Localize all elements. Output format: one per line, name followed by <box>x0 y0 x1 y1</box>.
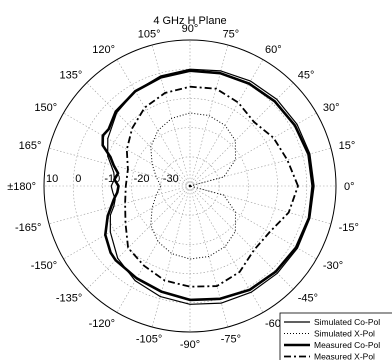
series-line-4 <box>124 85 299 288</box>
angle-tick-label: -75° <box>221 334 241 346</box>
outer-ring <box>43 39 337 333</box>
angle-tick-label: -135° <box>56 293 82 305</box>
angle-tick-label: -90° <box>180 339 200 351</box>
angle-tick-label: 120° <box>92 44 115 56</box>
angle-tick-label: 105° <box>138 28 161 40</box>
legend-label: Simulated Co-Pol <box>314 317 380 327</box>
angle-tick-label: 0° <box>344 181 355 193</box>
radial-tick-label: 10 <box>46 173 58 185</box>
angle-tick-label: 60° <box>265 44 282 56</box>
angle-tick-label: 150° <box>34 102 57 114</box>
angle-tick-label: 135° <box>60 69 83 81</box>
grid-spoke <box>86 185 191 290</box>
series-line-3 <box>101 69 314 302</box>
series-line-2 <box>150 112 236 260</box>
grid-spoke <box>116 185 191 313</box>
grid-spoke <box>189 185 294 290</box>
angle-tick-label: ±180° <box>7 181 36 193</box>
center-dot <box>188 184 192 188</box>
angle-tick-label: 45° <box>298 69 315 81</box>
grid-spoke <box>63 185 191 260</box>
legend-box <box>279 312 392 360</box>
grid-spoke <box>189 44 229 187</box>
angle-tick-label: 165° <box>19 140 42 152</box>
series-layer <box>101 68 315 305</box>
angle-tick-label: 90° <box>182 23 199 35</box>
grid-spoke <box>151 44 191 187</box>
legend-label: Measured X-Pol <box>314 352 375 360</box>
angle-tick-label: -120° <box>89 318 115 330</box>
legend-label: Simulated X-Pol <box>314 329 375 339</box>
angle-tick-labels: 0° 15° 30° 45° 60° 75° 90° 105° 120° 135° 150° 165°… <box>7 23 359 351</box>
grid-spoke <box>189 185 264 313</box>
radial-tick-label: -30 <box>163 173 179 185</box>
angle-tick-label: -30° <box>323 260 343 272</box>
grid-spoke <box>189 82 294 187</box>
series-line-1 <box>107 68 315 305</box>
grid-spoke <box>151 185 191 328</box>
grid-spoke <box>189 59 264 187</box>
angle-tick-label: -150° <box>31 260 57 272</box>
radial-tick-label: -20 <box>134 173 150 185</box>
radial-tick-label: 0 <box>75 173 81 185</box>
grid-ring <box>131 127 249 245</box>
grid-spoke <box>48 185 191 225</box>
angle-tick-label: -165° <box>15 222 41 234</box>
legend-label: Measured Co-Pol <box>314 340 380 350</box>
angle-tick-label: -15° <box>339 222 359 234</box>
angle-tick-label: 15° <box>339 140 356 152</box>
angle-tick-label: 75° <box>223 28 240 40</box>
chart-title: 4 GHz H Plane <box>153 15 226 27</box>
angle-tick-label: 30° <box>323 102 340 114</box>
angle-tick-label: -105° <box>136 334 162 346</box>
angle-tick-label: -45° <box>298 293 318 305</box>
